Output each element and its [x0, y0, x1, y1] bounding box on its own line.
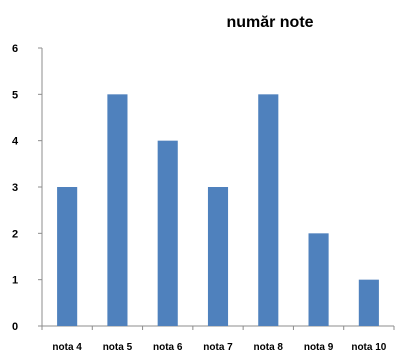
chart-title: număr note: [226, 14, 314, 31]
category-labels: nota 4 nota 5 nota 6 nota 7 nota 8 nota 9 nota…: [52, 342, 386, 353]
y-tick-label: 3: [12, 182, 18, 194]
x-axis: [41, 325, 395, 330]
bar-nota-7: [207, 187, 229, 326]
bar-nota-9: [308, 233, 329, 326]
bar-nota-5: [107, 94, 128, 326]
category-label: nota 5: [103, 342, 133, 353]
category-label: nota 8: [254, 342, 284, 353]
y-tick-label: 4: [12, 136, 19, 148]
y-tick-label: 1: [12, 275, 18, 287]
y-tick-label: 0: [12, 321, 18, 333]
bars: [57, 94, 379, 326]
category-label: nota 4: [52, 342, 82, 353]
y-tick-label: 5: [12, 89, 18, 101]
bar-nota-6: [157, 140, 178, 326]
bar-nota-8: [258, 94, 279, 326]
bar-nota-10: [358, 279, 379, 326]
category-label: nota 7: [203, 342, 233, 353]
y-tick-label: 2: [12, 228, 18, 240]
y-tick-label: 6: [12, 43, 18, 55]
category-label: nota 10: [351, 342, 386, 353]
y-axis: 0 1 2 3 4 5 6: [12, 43, 43, 333]
category-label: nota 9: [304, 342, 334, 353]
bar-nota-4: [57, 187, 78, 326]
category-label: nota 6: [153, 342, 183, 353]
